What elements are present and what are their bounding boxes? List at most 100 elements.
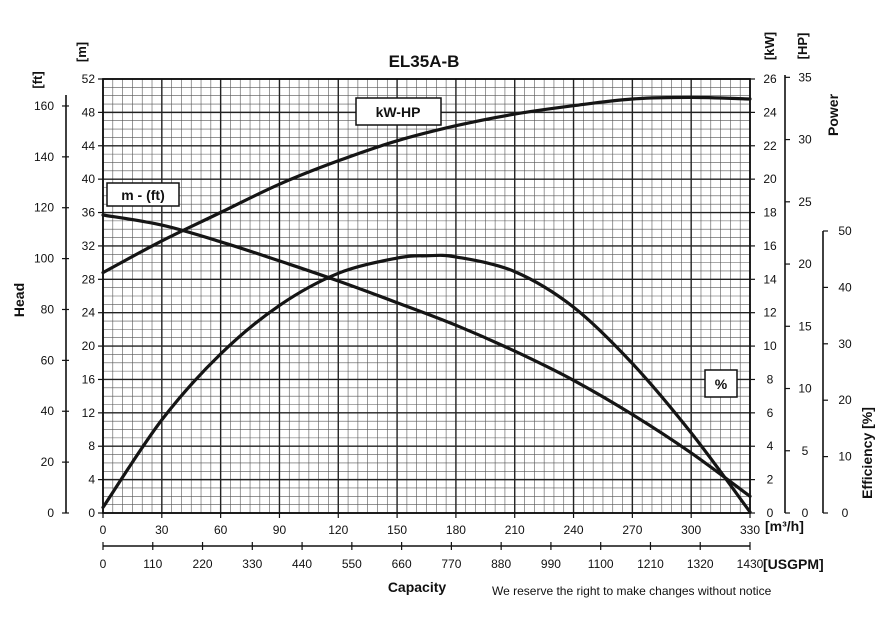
x-usgpm-tick-label: 440 xyxy=(292,557,312,571)
power-kw-tick-label: 14 xyxy=(763,272,777,286)
head-m-tick-label: 16 xyxy=(82,372,96,386)
head-m-tick-label: 40 xyxy=(82,172,96,186)
power-kw-tick-label: 12 xyxy=(763,306,777,320)
disclaimer-note: We reserve the right to make changes wit… xyxy=(492,584,772,598)
head-m-tick-label: 24 xyxy=(82,306,96,320)
head-m-tick-label: 52 xyxy=(82,72,96,86)
x-usgpm-tick-label: 1320 xyxy=(687,557,714,571)
head-ft-tick-label: 80 xyxy=(41,302,55,316)
legend-box-kw-hp: kW-HP xyxy=(355,97,442,126)
legend-box-efficiency: % xyxy=(704,369,738,398)
power-kw-tick-label: 2 xyxy=(767,473,774,487)
power-axis-label: Power xyxy=(825,93,841,136)
plot-frame xyxy=(102,78,751,514)
efficiency-tick-label: 10 xyxy=(838,450,852,464)
x-m3h-tick-label: 330 xyxy=(740,523,760,537)
head-m-tick-label: 4 xyxy=(88,473,95,487)
x-usgpm-tick-label: 1430 xyxy=(737,557,764,571)
head-unit-ft: [ft] xyxy=(30,71,45,88)
power-kw-tick-label: 0 xyxy=(767,506,774,520)
chart-title: EL35A-B xyxy=(389,52,460,71)
head-m-tick-label: 0 xyxy=(88,506,95,520)
x-m3h-tick-label: 150 xyxy=(387,523,407,537)
efficiency-axis-label: Efficiency [%] xyxy=(859,407,875,499)
axes xyxy=(62,75,828,550)
head-curve-label: m - (ft) xyxy=(121,187,165,203)
power-hp-tick-label: 10 xyxy=(798,382,812,396)
x-usgpm-tick-label: 550 xyxy=(342,557,362,571)
power-unit-kw: [kW] xyxy=(762,32,777,60)
x-usgpm-tick-label: 330 xyxy=(242,557,262,571)
power-kw-tick-label: 6 xyxy=(767,406,774,420)
power-kw-tick-label: 10 xyxy=(763,339,777,353)
x-axis-label: Capacity xyxy=(388,579,447,595)
x-usgpm-tick-label: 990 xyxy=(541,557,561,571)
x-usgpm-tick-label: 880 xyxy=(491,557,511,571)
head-m-tick-label: 32 xyxy=(82,239,96,253)
efficiency-curve xyxy=(101,253,752,514)
efficiency-curve-label: % xyxy=(715,376,728,392)
power-kw-tick-label: 8 xyxy=(767,372,774,386)
head-unit-m: [m] xyxy=(74,42,89,62)
x-m3h-tick-label: 240 xyxy=(564,523,584,537)
x-usgpm-tick-label: 0 xyxy=(100,557,107,571)
power-kw-tick-label: 26 xyxy=(763,72,777,86)
tick-labels: 0481216202428323640444852020406080100120… xyxy=(34,70,852,571)
efficiency-tick-label: 30 xyxy=(838,337,852,351)
x-usgpm-tick-label: 1210 xyxy=(637,557,664,571)
efficiency-tick-label: 20 xyxy=(838,393,852,407)
x-unit-m3h: [m³/h] xyxy=(765,518,804,534)
x-m3h-tick-label: 120 xyxy=(328,523,348,537)
head-ft-tick-label: 140 xyxy=(34,150,54,164)
power-kw-tick-label: 22 xyxy=(763,139,777,153)
power-hp-tick-label: 15 xyxy=(798,319,812,333)
power-curve xyxy=(101,95,752,275)
power-kw-tick-label: 20 xyxy=(763,172,777,186)
x-usgpm-tick-label: 1100 xyxy=(588,557,614,571)
head-m-tick-label: 48 xyxy=(82,105,96,119)
x-m3h-tick-label: 300 xyxy=(681,523,701,537)
head-ft-tick-label: 100 xyxy=(34,252,54,266)
power-hp-tick-label: 0 xyxy=(802,506,809,520)
x-m3h-tick-label: 0 xyxy=(100,523,107,537)
x-usgpm-tick-label: 220 xyxy=(193,557,213,571)
legend-box-head: m - (ft) xyxy=(106,182,180,207)
power-unit-hp: [HP] xyxy=(795,33,810,60)
head-ft-tick-label: 0 xyxy=(47,506,54,520)
power-hp-tick-label: 20 xyxy=(798,257,812,271)
kw-hp-label: kW-HP xyxy=(376,104,421,120)
head-ft-tick-label: 20 xyxy=(41,455,55,469)
power-kw-tick-label: 24 xyxy=(763,105,777,119)
head-m-tick-label: 44 xyxy=(82,139,96,153)
power-hp-tick-label: 30 xyxy=(798,133,812,147)
x-m3h-tick-label: 270 xyxy=(622,523,642,537)
x-usgpm-tick-label: 660 xyxy=(392,557,412,571)
x-usgpm-tick-label: 110 xyxy=(143,557,162,571)
x-m3h-tick-label: 30 xyxy=(155,523,169,537)
x-m3h-tick-label: 180 xyxy=(446,523,466,537)
x-usgpm-tick-label: 770 xyxy=(441,557,461,571)
head-ft-tick-label: 60 xyxy=(41,353,55,367)
head-ft-tick-label: 120 xyxy=(34,201,54,215)
power-kw-tick-label: 4 xyxy=(767,439,774,453)
efficiency-tick-label: 0 xyxy=(842,506,849,520)
head-ft-tick-label: 40 xyxy=(41,404,55,418)
x-m3h-tick-label: 90 xyxy=(273,523,287,537)
x-unit-usgpm: [USGPM] xyxy=(763,556,824,572)
power-kw-tick-label: 16 xyxy=(763,239,777,253)
x-m3h-tick-label: 60 xyxy=(214,523,228,537)
head-m-tick-label: 12 xyxy=(82,406,96,420)
x-m3h-tick-label: 210 xyxy=(505,523,525,537)
head-m-tick-label: 20 xyxy=(82,339,96,353)
head-ft-tick-label: 160 xyxy=(34,99,54,113)
efficiency-tick-label: 40 xyxy=(838,280,852,294)
efficiency-tick-label: 50 xyxy=(838,224,852,238)
series-curves xyxy=(101,95,752,514)
head-axis-label: Head xyxy=(11,283,27,317)
minor-grid xyxy=(103,79,750,513)
power-hp-tick-label: 25 xyxy=(798,195,812,209)
head-m-tick-label: 28 xyxy=(82,272,96,286)
head-m-tick-label: 8 xyxy=(88,439,95,453)
power-hp-tick-label: 5 xyxy=(802,444,809,458)
